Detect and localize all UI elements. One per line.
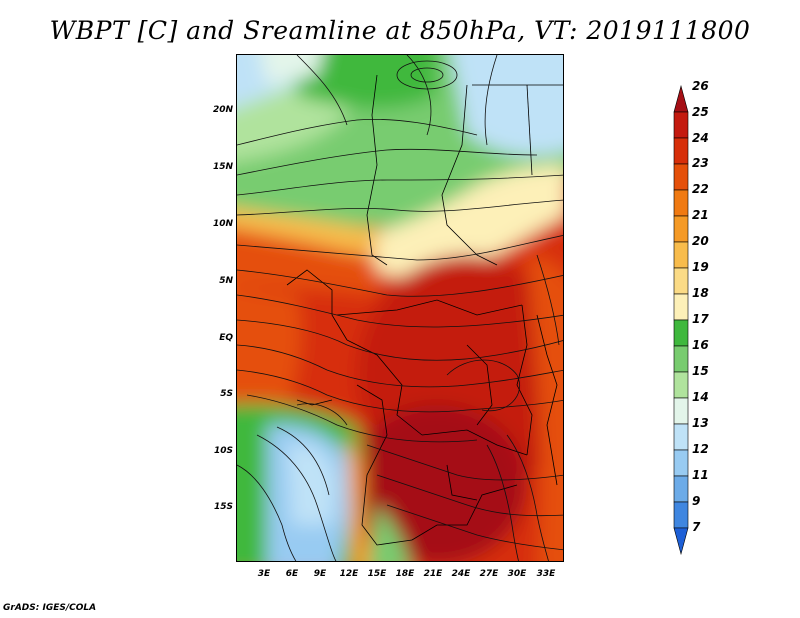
colorbar-swatch	[673, 137, 689, 165]
map-title: WBPT [C] and Sreamline at 850hPa, VT: 20…	[49, 16, 751, 45]
lon-label-21e: 21E	[423, 569, 443, 579]
lon-label-18e: 18E	[395, 569, 415, 579]
lat-label-10s: 10S	[213, 446, 233, 456]
lon-label-9e: 9E	[313, 569, 327, 579]
colorbar-swatch	[673, 267, 689, 295]
colorbar-label-12: 12	[692, 442, 709, 456]
colorbar-label-26: 26	[692, 79, 709, 93]
temperature-shading	[237, 55, 563, 561]
colorbar-swatch	[673, 319, 689, 347]
colorbar-swatch	[673, 84, 689, 113]
lon-label-15e: 15E	[367, 569, 387, 579]
lon-label-3e: 3E	[257, 569, 271, 579]
colorbar-swatch	[673, 501, 689, 529]
colorbar-label-11: 11	[692, 468, 709, 482]
colorbar-label-20: 20	[692, 234, 709, 248]
wbpt-field	[237, 55, 563, 561]
lat-label-20n: 20N	[212, 105, 233, 115]
colorbar-swatches	[673, 84, 689, 556]
lon-label-24e: 24E	[451, 569, 471, 579]
colorbar-label-21: 21	[692, 208, 709, 222]
lon-label-6e: 6E	[285, 569, 299, 579]
grads-credit: GrADS: IGES/COLA	[3, 603, 97, 613]
lat-label-eq: EQ	[219, 333, 233, 343]
colorbar-label-13: 13	[692, 416, 709, 430]
lon-label-12e: 12E	[339, 569, 359, 579]
lon-label-27e: 27E	[479, 569, 499, 579]
lon-label-33e: 33E	[536, 569, 556, 579]
colorbar-swatch	[673, 215, 689, 243]
colorbar-label-25: 25	[692, 105, 709, 119]
colorbar-swatch	[673, 293, 689, 321]
colorbar-swatch	[673, 475, 689, 503]
colorbar-swatch	[673, 423, 689, 451]
lat-label-15n: 15N	[212, 162, 233, 172]
colorbar-label-7: 7	[692, 520, 701, 534]
lat-label-5n: 5N	[219, 276, 233, 286]
colorbar-swatch	[673, 111, 689, 139]
colorbar-label-24: 24	[692, 131, 709, 145]
streamlines	[237, 55, 563, 561]
colorbar-swatch	[673, 241, 689, 269]
colorbar-label-16: 16	[692, 338, 709, 352]
colorbar-label-17: 17	[692, 312, 709, 326]
colorbar-swatch	[673, 397, 689, 425]
lat-label-5s: 5S	[220, 389, 233, 399]
colorbar-swatch	[673, 345, 689, 373]
lat-label-15s: 15S	[213, 502, 233, 512]
colorbar-label-14: 14	[692, 390, 709, 404]
lat-label-10n: 10N	[212, 219, 233, 229]
colorbar-label-9: 9	[692, 494, 701, 508]
colorbar-label-18: 18	[692, 286, 709, 300]
colorbar-swatch	[673, 449, 689, 477]
colorbar-label-19: 19	[692, 260, 709, 274]
colorbar-label-22: 22	[692, 182, 709, 196]
map-panel	[236, 54, 564, 562]
colorbar-swatch	[673, 189, 689, 217]
colorbar-swatch	[673, 527, 689, 556]
lon-label-30e: 30E	[507, 569, 527, 579]
colorbar-label-23: 23	[692, 156, 709, 170]
colorbar	[673, 84, 689, 556]
colorbar-label-15: 15	[692, 364, 709, 378]
colorbar-swatch	[673, 371, 689, 399]
colorbar-swatch	[673, 163, 689, 191]
